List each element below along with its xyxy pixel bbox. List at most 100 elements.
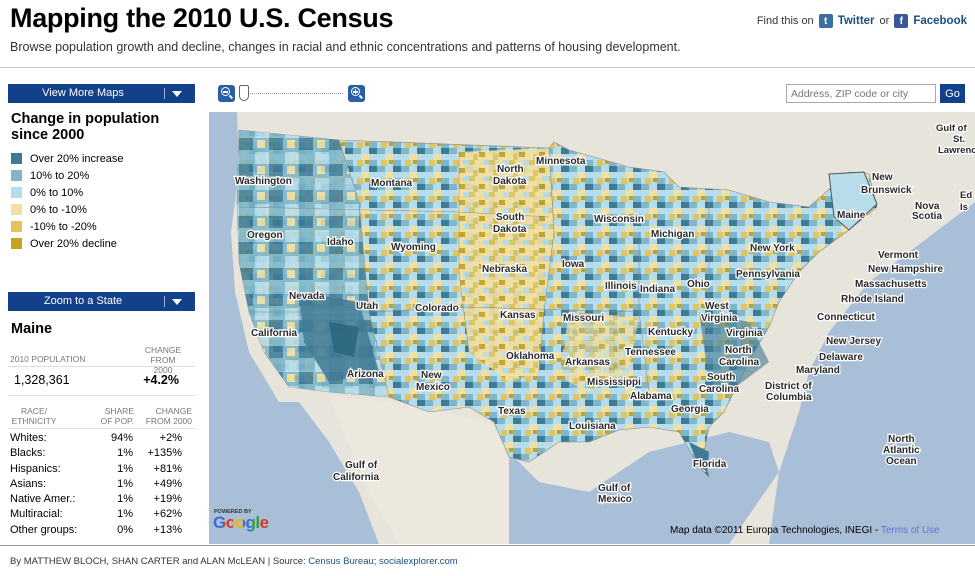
label-maine: Maine — [837, 210, 866, 221]
label-ohio: Ohio — [687, 279, 710, 290]
race-row: Multiracial: 1% +62% — [10, 508, 195, 523]
label-washington: Washington — [235, 176, 292, 187]
page-title: Mapping the 2010 U.S. Census — [10, 3, 394, 33]
label-gulf-cal-1: Gulf of — [345, 460, 378, 471]
race-share: 94% — [110, 432, 133, 444]
race-name: Multiracial: — [10, 508, 63, 521]
label-south-sc: South — [707, 372, 735, 383]
label-gulf-stl-3: Lawrence — [938, 145, 975, 156]
powered-by-label: POWERED BY — [214, 509, 252, 515]
race-change: +49% — [153, 477, 182, 490]
race-share: 1% — [117, 447, 133, 460]
share-header-line2: OF POP. — [100, 416, 134, 426]
race-change: +13% — [153, 523, 182, 536]
race-name: Native Amer.: — [10, 493, 76, 506]
label-michigan: Michigan — [651, 229, 694, 240]
label-mexico-state: Mexico — [416, 382, 450, 393]
legend-label: -10% to -20% — [30, 220, 97, 233]
twitter-icon[interactable]: t — [818, 14, 833, 28]
label-gulf-cal-2: California — [333, 472, 380, 483]
header: Mapping the 2010 U.S. Census Browse popu… — [0, 0, 975, 68]
page-subtitle: Browse population growth and decline, ch… — [10, 40, 681, 54]
label-montana: Montana — [371, 178, 413, 189]
state-name: Maine — [11, 321, 53, 337]
label-west-virginia: Virginia — [701, 313, 738, 324]
label-florida: Florida — [693, 459, 727, 470]
race-change-header: CHANGE FROM 2000 — [140, 406, 192, 426]
legend-swatch — [11, 170, 22, 181]
social-explorer-link[interactable]: socialexplorer.com — [379, 556, 458, 567]
twitter-link[interactable]: Twitter — [837, 15, 875, 27]
change-header: CHANGE FROM 2000 — [140, 345, 186, 375]
facebook-icon[interactable]: f — [894, 14, 909, 28]
legend-item: 0% to -10% — [11, 201, 124, 218]
label-north-nc: North — [725, 345, 752, 356]
divider — [8, 428, 195, 429]
census-bureau-link[interactable]: Census Bureau — [308, 556, 374, 567]
population-header: 2010 POPULATION — [10, 354, 86, 364]
header-divider — [0, 67, 975, 68]
label-kentucky: Kentucky — [648, 327, 693, 338]
zoom-slider-track[interactable] — [240, 93, 343, 94]
zoom-out-button[interactable] — [218, 85, 235, 102]
label-indiana: Indiana — [640, 284, 675, 295]
race-change: +2% — [159, 432, 182, 444]
legend-swatch — [11, 221, 22, 232]
minus-bar — [223, 91, 228, 93]
census-map[interactable]: Washington Montana North Dakota Minnesot… — [209, 112, 975, 544]
terms-of-use-link[interactable]: Terms of Use — [880, 525, 940, 536]
race-name: Blacks: — [10, 447, 46, 460]
zoom-to-state-dropdown[interactable]: Zoom to a State — [8, 292, 195, 311]
map-canvas: Washington Montana North Dakota Minnesot… — [209, 112, 975, 544]
label-carolina-sc: Carolina — [699, 384, 739, 395]
google-logo[interactable]: Google — [213, 513, 269, 533]
label-nebraska: Nebraska — [482, 264, 527, 275]
label-pennsylvania: Pennsylvania — [736, 269, 800, 280]
race-change: +62% — [153, 508, 182, 521]
race-row: Whites: 94% +2% — [10, 432, 195, 447]
label-texas: Texas — [498, 406, 526, 417]
race-header-line2: ETHNICITY — [11, 416, 57, 426]
label-utah: Utah — [356, 301, 378, 312]
map-attribution: Map data ©2011 Europa Technologies, INEG… — [670, 525, 940, 536]
label-oklahoma: Oklahoma — [506, 351, 555, 362]
legend-swatch — [11, 187, 22, 198]
race-name: Other groups: — [10, 523, 78, 536]
go-button[interactable]: Go — [940, 84, 965, 103]
legend-item: 10% to 20% — [11, 167, 124, 184]
search-input[interactable] — [786, 84, 936, 103]
population-change: +4.2% — [143, 373, 179, 387]
chevron-down-icon — [172, 91, 182, 97]
race-change-header-line2: FROM 2000 — [145, 416, 192, 426]
label-mississippi: Mississippi — [587, 377, 641, 388]
label-nova-1: Nova — [915, 201, 940, 212]
legend: Over 20% increase 10% to 20% 0% to 10% 0% t… — [11, 150, 124, 252]
label-nova-2: Scotia — [912, 211, 942, 222]
source-separator: ; — [373, 556, 380, 567]
find-text: Find this on — [756, 15, 814, 27]
race-row: Asians: 1% +49% — [10, 478, 195, 493]
view-more-maps-dropdown[interactable]: View More Maps — [8, 84, 195, 103]
label-california: California — [251, 328, 298, 339]
legend-swatch — [11, 204, 22, 215]
label-minnesota: Minnesota — [536, 156, 586, 167]
race-row: Hispanics: 1% +81% — [10, 463, 195, 478]
label-virginia: Virginia — [726, 328, 763, 339]
label-atlantic-1: North — [888, 434, 915, 445]
label-idaho: Idaho — [327, 237, 354, 248]
race-change: +19% — [153, 493, 182, 506]
label-rhode-island: Rhode Island — [841, 294, 904, 305]
race-change: +135% — [147, 447, 182, 460]
race-row: Native Amer.: 1% +19% — [10, 493, 195, 508]
zoom-slider-handle[interactable] — [239, 85, 249, 101]
facebook-link[interactable]: Facebook — [913, 15, 967, 27]
label-wyoming: Wyoming — [391, 242, 436, 253]
label-tennessee: Tennessee — [625, 347, 676, 358]
label-south: South — [496, 212, 524, 223]
legend-label: 0% to -10% — [30, 203, 87, 216]
legend-item: -10% to -20% — [11, 218, 124, 235]
population-value: 1,328,361 — [14, 373, 70, 387]
race-share: 1% — [117, 477, 133, 490]
zoom-in-button[interactable] — [348, 85, 365, 102]
legend-label: 10% to 20% — [30, 169, 90, 182]
